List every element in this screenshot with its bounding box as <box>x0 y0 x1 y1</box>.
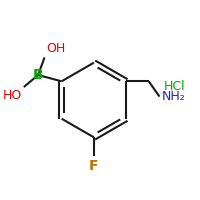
Text: NH₂: NH₂ <box>161 90 185 103</box>
Text: OH: OH <box>46 42 66 55</box>
Text: B: B <box>33 68 43 82</box>
Text: HCl: HCl <box>164 80 185 93</box>
Text: HO: HO <box>3 89 22 102</box>
Text: F: F <box>89 159 99 173</box>
